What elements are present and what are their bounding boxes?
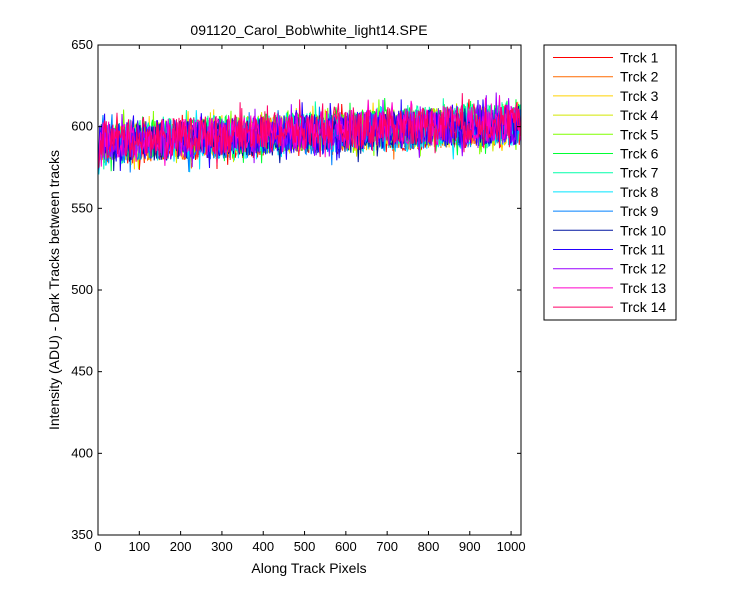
x-axis-ticks: 0 100 200 300 400 500 600 700 800 900 1000	[94, 45, 526, 554]
plot-area: 0 100 200 300 400 500 600 700 800 900 1000 350 400 4…	[71, 37, 525, 554]
x-tick-label: 500	[294, 539, 316, 554]
chart-title: 091120_Carol_Bob\white_light14.SPE	[190, 22, 427, 38]
legend: Trck 1 Trck 2 Trck 3 Trck 4 Trck 5 Trck 6 Trck…	[543, 44, 677, 321]
series-lines	[97, 92, 522, 175]
legend-label: Trck 14	[620, 299, 666, 315]
y-tick-label: 400	[71, 445, 93, 460]
legend-label: Trck 2	[620, 69, 659, 85]
x-tick-label: 100	[128, 539, 150, 554]
x-tick-label: 1000	[497, 539, 526, 554]
legend-label: Trck 5	[620, 126, 659, 142]
x-tick-label: 800	[418, 539, 440, 554]
legend-label: Trck 8	[620, 184, 659, 200]
y-tick-label: 450	[71, 364, 93, 379]
legend-label: Trck 6	[620, 146, 659, 162]
legend-label: Trck 3	[620, 88, 659, 104]
legend-box	[543, 44, 677, 321]
y-tick-label: 500	[71, 282, 93, 297]
y-tick-label: 650	[71, 37, 93, 52]
y-tick-label: 550	[71, 200, 93, 215]
series-line-trck-14	[97, 93, 522, 168]
y-axis-ticks: 350 400 450 500 550 600 650	[71, 37, 521, 542]
legend-label: Trck 9	[620, 203, 659, 219]
y-tick-label: 350	[71, 527, 93, 542]
legend-label: Trck 7	[620, 165, 659, 181]
legend-label: Trck 12	[620, 261, 666, 277]
x-tick-label: 0	[94, 539, 101, 554]
x-tick-label: 600	[335, 539, 357, 554]
x-axis-label: Along Track Pixels	[251, 560, 366, 576]
y-axis-label: Intensity (ADU) - Dark Tracks between tr…	[46, 150, 62, 430]
x-tick-label: 300	[211, 539, 233, 554]
x-tick-label: 400	[252, 539, 274, 554]
x-tick-label: 900	[459, 539, 481, 554]
x-tick-label: 700	[376, 539, 398, 554]
legend-label: Trck 4	[620, 107, 659, 123]
y-tick-label: 600	[71, 119, 93, 134]
legend-label: Trck 1	[620, 50, 659, 66]
legend-label: Trck 13	[620, 280, 666, 296]
legend-label: Trck 11	[620, 242, 665, 258]
legend-label: Trck 10	[620, 222, 666, 238]
x-tick-label: 200	[170, 539, 192, 554]
